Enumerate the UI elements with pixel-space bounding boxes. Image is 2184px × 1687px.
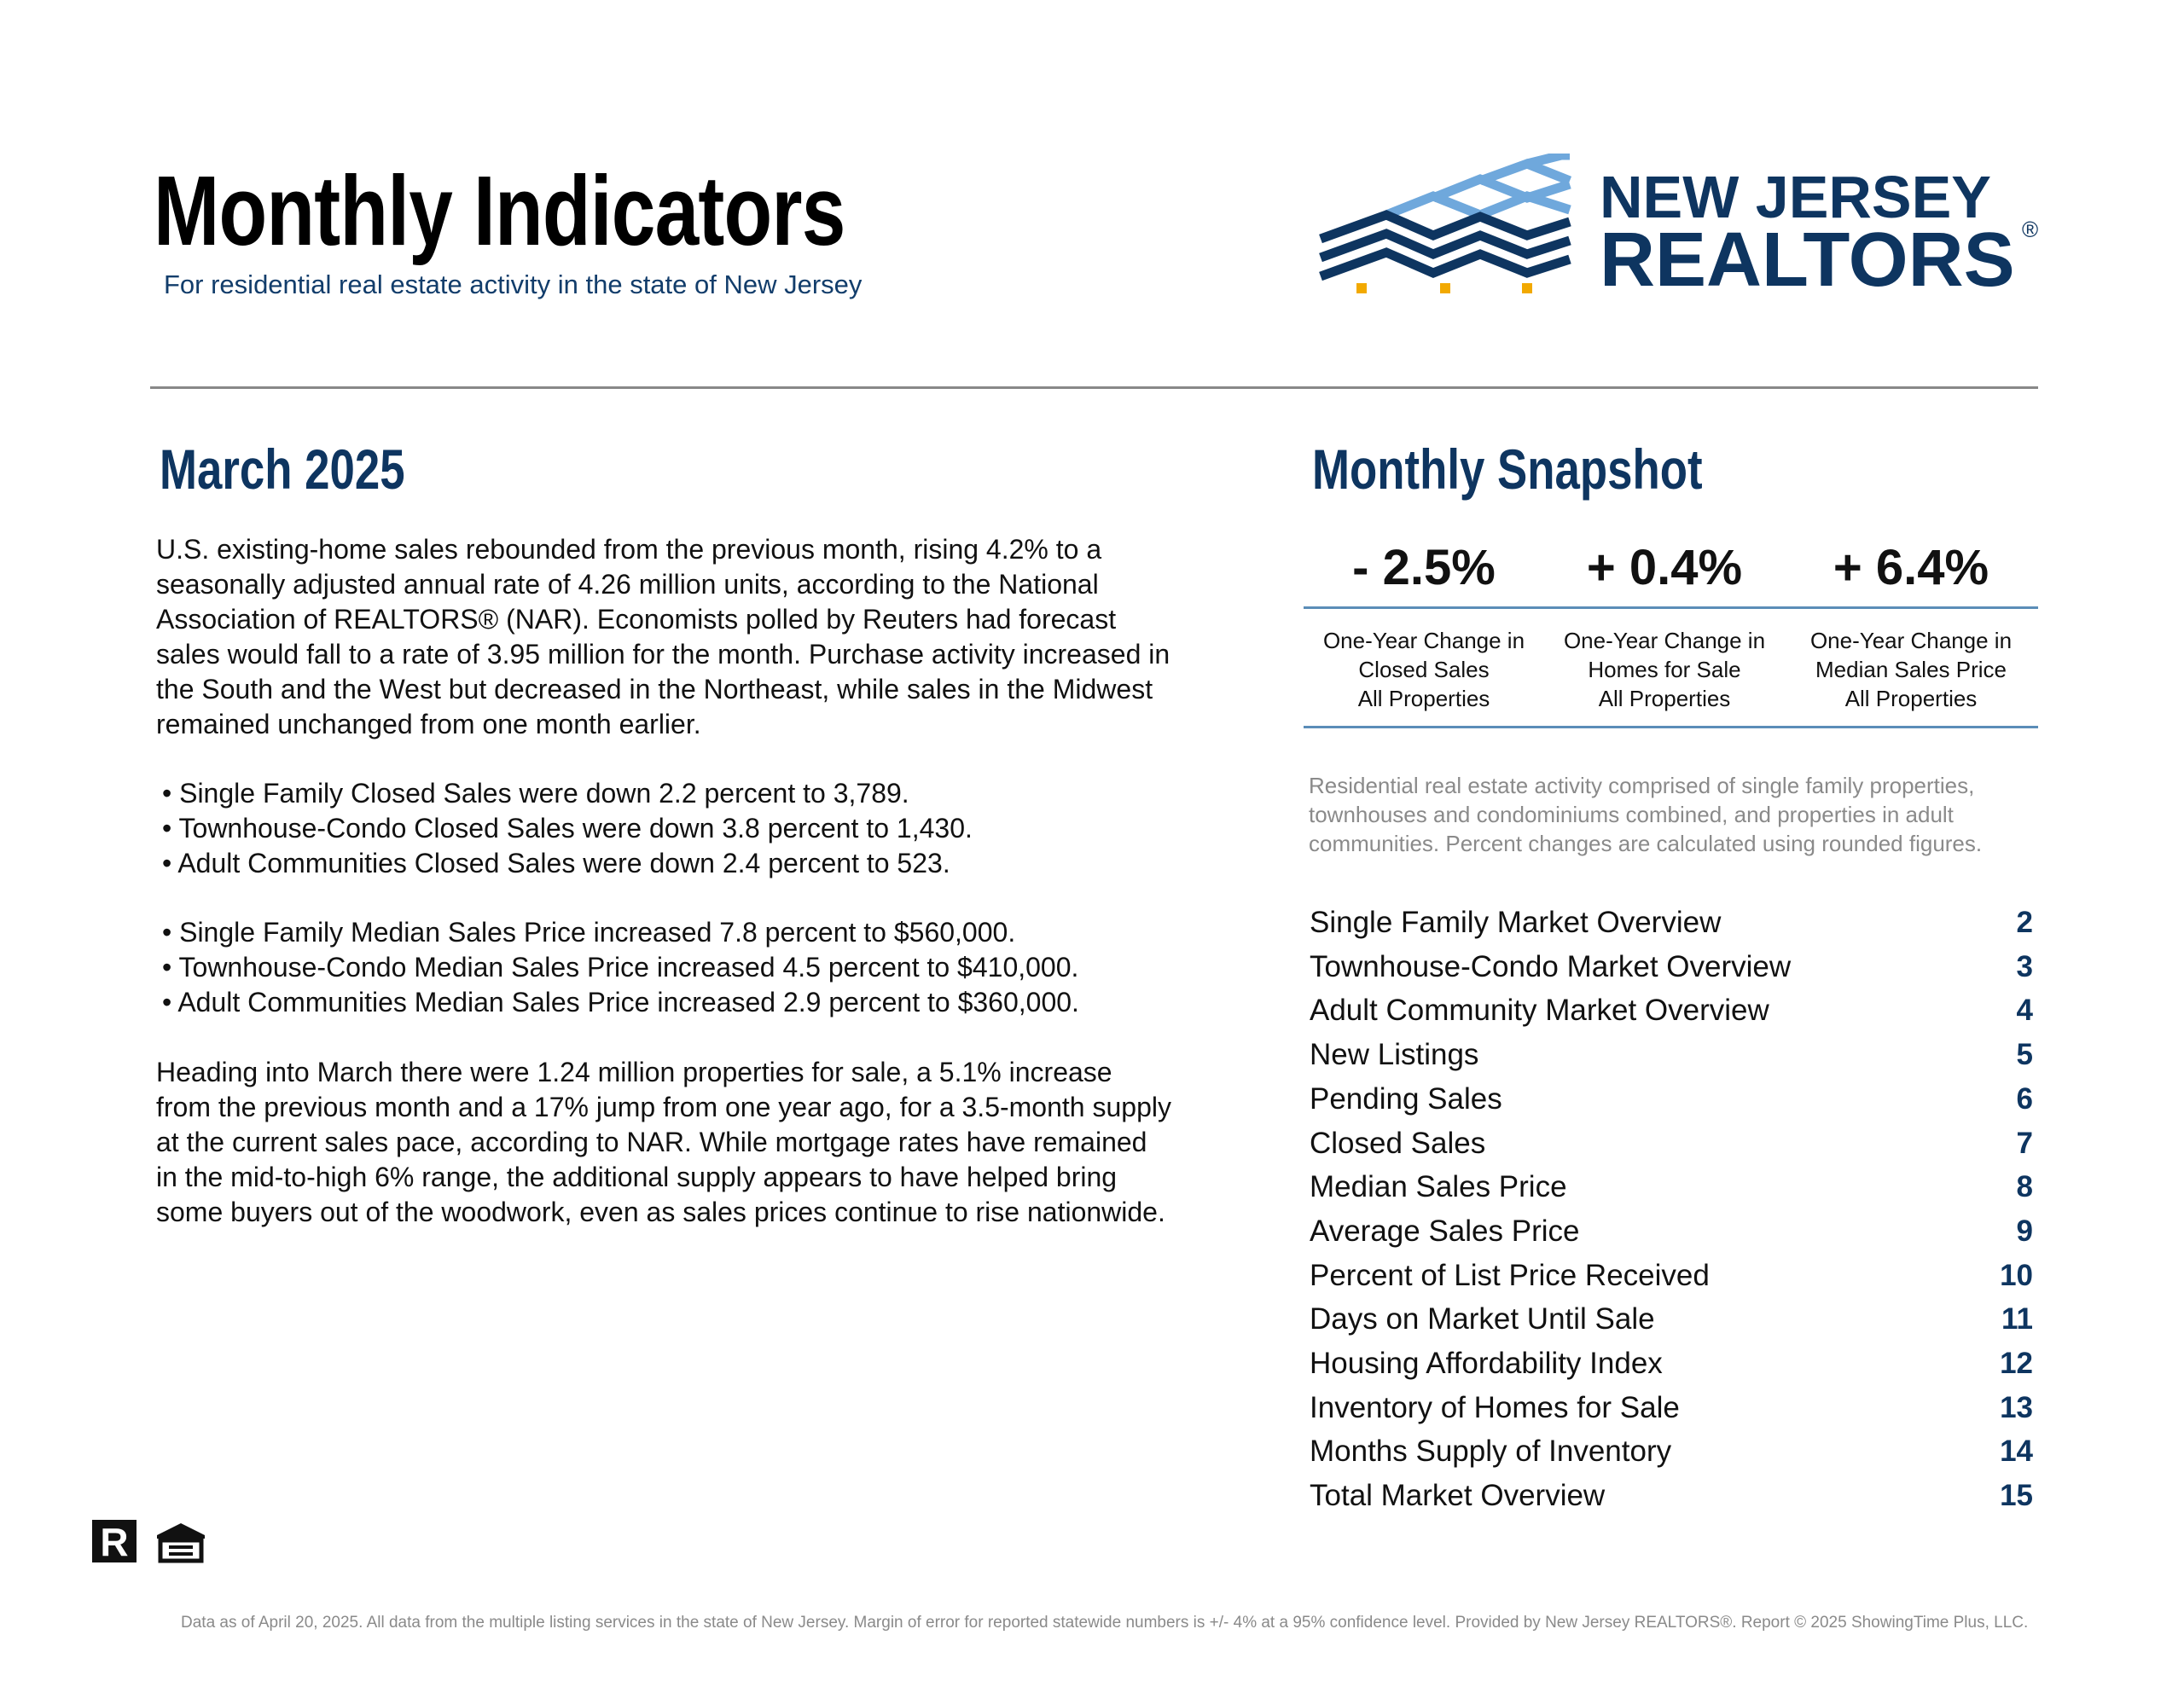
toc-title: Closed Sales <box>1310 1126 1486 1160</box>
toc-page: 7 <box>2016 1126 2033 1160</box>
sales-bullets: Single Family Closed Sales were down 2.2… <box>162 776 973 881</box>
toc-title: Townhouse-Condo Market Overview <box>1310 949 1792 983</box>
toc-page: 6 <box>2016 1081 2033 1116</box>
toc-row: Days on Market Until Sale 11 <box>1310 1297 2033 1342</box>
snapshot-label-line: One-Year Change in <box>1809 628 2013 653</box>
page-title: Monthly Indicators <box>154 155 845 266</box>
toc-row: Townhouse-Condo Market Overview 3 <box>1310 945 2033 989</box>
toc-row: Average Sales Price 9 <box>1310 1209 2033 1254</box>
left-heading: March 2025 <box>160 438 405 501</box>
bullet: Adult Communities Closed Sales were down… <box>162 846 973 881</box>
toc-row: Total Market Overview 15 <box>1310 1474 2033 1518</box>
toc-page: 5 <box>2016 1038 2033 1072</box>
toc-page: 10 <box>2000 1258 2033 1292</box>
snapshot-label-line: Median Sales Price <box>1815 657 2007 682</box>
toc-page: 3 <box>2016 949 2033 983</box>
toc-row: Closed Sales 7 <box>1310 1122 2033 1166</box>
toc-title: New Listings <box>1310 1038 1479 1072</box>
toc-page: 2 <box>2016 906 2033 939</box>
toc-title: Total Market Overview <box>1310 1479 1606 1513</box>
logo: NEW JERSEY REALTORS ® <box>1319 154 2038 299</box>
toc-title: Median Sales Price <box>1310 1170 1567 1204</box>
toc-title: Percent of List Price Received <box>1310 1258 1710 1292</box>
footer: Data as of April 20, 2025. All data from… <box>181 1614 2029 1632</box>
bullet: Adult Communities Median Sales Price inc… <box>162 985 1079 1020</box>
toc-title: Single Family Market Overview <box>1310 906 1722 939</box>
subtitle: For residential real estate activity in … <box>164 270 863 299</box>
toc-page: 12 <box>2000 1347 2033 1380</box>
snapshot-rule <box>1304 726 2038 728</box>
snapshot-label: One-Year Change in Homes for Sale All Prop… <box>1536 626 1792 713</box>
toc-row: New Listings 5 <box>1310 1033 2033 1077</box>
toc-page: 9 <box>2016 1214 2033 1248</box>
snapshot-label-line: Homes for Sale <box>1588 657 1741 682</box>
toc-page: 11 <box>2001 1302 2033 1336</box>
toc-title: Housing Affordability Index <box>1310 1347 1663 1380</box>
toc-title: Days on Market Until Sale <box>1310 1302 1655 1336</box>
intro: U.S. existing-home sales rebounded from … <box>156 534 1170 739</box>
bullet: Townhouse-Condo Median Sales Price incre… <box>162 950 1079 985</box>
toc-title: Months Supply of Inventory <box>1310 1435 1672 1469</box>
logo-line1: NEW JERSEY <box>1600 164 1991 230</box>
toc-title: Inventory of Homes for Sale <box>1310 1390 1680 1424</box>
toc-page: 4 <box>2016 994 2033 1028</box>
toc-row: Inventory of Homes for Sale 13 <box>1310 1386 2033 1430</box>
toc-row: Percent of List Price Received 10 <box>1310 1254 2033 1298</box>
title-wrap: Monthly Indicators <box>154 154 1018 268</box>
bullet: Single Family Median Sales Price increas… <box>162 915 1079 950</box>
left-heading-wrap: March 2025 <box>160 437 467 501</box>
snapshot-label-line: All Properties <box>1844 686 1978 711</box>
snapshot-label: One-Year Change in Median Sales Price All … <box>1783 626 2039 713</box>
toc-page: 15 <box>2000 1479 2033 1513</box>
logo-mark: ® <box>2022 217 2038 242</box>
toc-page: 8 <box>2016 1170 2033 1204</box>
divider <box>150 386 2038 389</box>
toc-title: Average Sales Price <box>1310 1214 1580 1248</box>
snapshot-label-line: All Properties <box>1598 686 1731 711</box>
svg-text:R: R <box>100 1520 128 1564</box>
toc-title: Pending Sales <box>1310 1081 1502 1116</box>
snap-heading-wrap: Monthly Snapshot <box>1312 437 1800 501</box>
snapshot-label-line: One-Year Change in <box>1563 628 1766 653</box>
toc-row: Median Sales Price 8 <box>1310 1165 2033 1209</box>
toc-row: Housing Affordability Index 12 <box>1310 1342 2033 1386</box>
snapshot-label-line: One-Year Change in <box>1322 628 1525 653</box>
snapshot-note: Residential real estate activity compris… <box>1309 773 1983 856</box>
footer-icons: R <box>92 1520 205 1564</box>
toc-row: Months Supply of Inventory 14 <box>1310 1429 2033 1474</box>
snapshot-value: - 2.5% <box>1352 540 1496 595</box>
toc-page: 14 <box>2000 1435 2033 1469</box>
toc-row: Single Family Market Overview 2 <box>1310 901 2033 945</box>
snapshot-value: + 0.4% <box>1586 540 1743 595</box>
closing: Heading into March there were 1.24 milli… <box>156 1057 1171 1227</box>
snapshot-value: + 6.4% <box>1833 540 1989 595</box>
logo-line2: REALTORS <box>1600 217 2015 299</box>
snapshot-label-line: All Properties <box>1357 686 1490 711</box>
toc-title: Adult Community Market Overview <box>1310 994 1769 1028</box>
snapshot-rule <box>1304 606 2038 609</box>
snapshot-label: One-Year Change in Closed Sales All Proper… <box>1296 626 1552 713</box>
toc-row: Adult Community Market Overview 4 <box>1310 988 2033 1033</box>
toc-row: Pending Sales 6 <box>1310 1077 2033 1122</box>
toc-page: 13 <box>2000 1390 2033 1424</box>
snapshot-label-line: Closed Sales <box>1358 657 1490 682</box>
price-bullets: Single Family Median Sales Price increas… <box>162 915 1079 1020</box>
snapshot-heading: Monthly Snapshot <box>1312 438 1703 501</box>
bullet: Townhouse-Condo Closed Sales were down 3… <box>162 811 973 846</box>
bullet: Single Family Closed Sales were down 2.2… <box>162 776 973 811</box>
